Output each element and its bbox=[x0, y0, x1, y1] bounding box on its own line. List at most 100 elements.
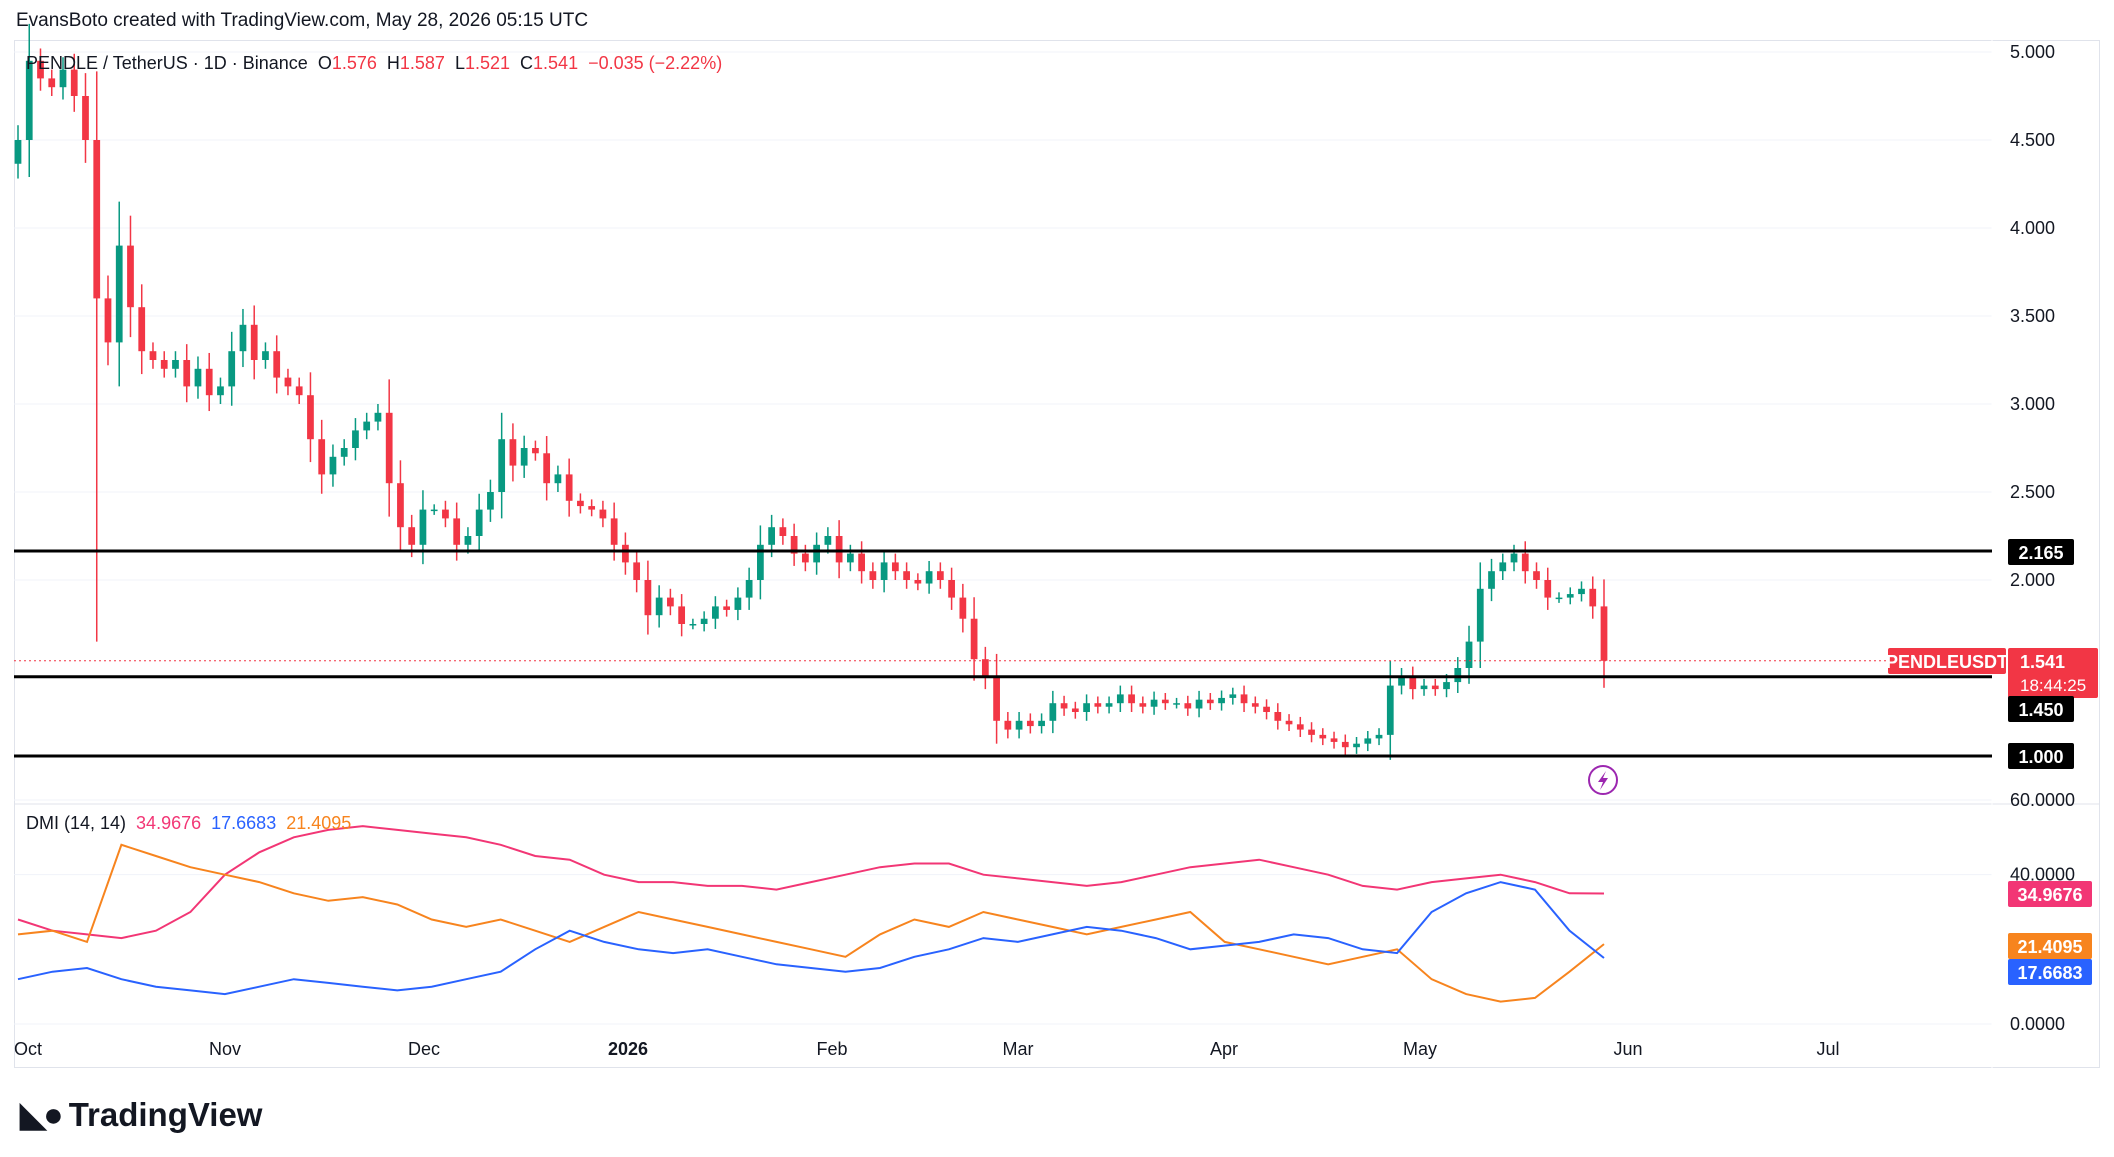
candle-body bbox=[1296, 724, 1304, 730]
dmi-legend: DMI (14, 14) 34.9676 17.6683 21.4095 bbox=[26, 813, 351, 834]
candle-body bbox=[1454, 668, 1462, 683]
plus-di-tag-text: 17.6683 bbox=[2017, 963, 2082, 983]
candle-body bbox=[430, 509, 438, 512]
candle-body bbox=[959, 597, 967, 619]
candle-body bbox=[1026, 720, 1034, 727]
candle-body bbox=[408, 527, 416, 545]
attribution-text: EvansBoto created with TradingView.com, … bbox=[16, 10, 589, 31]
candle-body bbox=[1476, 588, 1484, 642]
candle-body bbox=[1555, 597, 1563, 600]
candle-body bbox=[138, 307, 146, 352]
candle-body bbox=[160, 360, 168, 369]
legend-o-label: O bbox=[317, 53, 332, 73]
time-tick: Apr bbox=[1210, 1039, 1238, 1059]
candle-body bbox=[374, 412, 382, 422]
candle-body bbox=[565, 474, 573, 501]
candle-body bbox=[599, 509, 607, 519]
candle-body bbox=[487, 492, 494, 510]
candle-body bbox=[1386, 685, 1394, 735]
dmi-lines bbox=[17, 825, 1605, 1003]
candle-body bbox=[59, 69, 67, 88]
legend-l-label: L bbox=[454, 53, 465, 73]
candle-body bbox=[1116, 694, 1124, 704]
candle-body bbox=[172, 360, 179, 369]
candle-body bbox=[903, 571, 910, 580]
candle-body bbox=[1060, 703, 1068, 709]
candle-body bbox=[970, 618, 978, 660]
candle-body bbox=[442, 509, 449, 519]
price-axis[interactable]: 5.000 4.500 4.000 3.500 3.000 2.500 2.000 bbox=[2010, 42, 2055, 590]
candle-body bbox=[363, 421, 371, 431]
candle-body bbox=[385, 412, 393, 484]
candle-body bbox=[25, 60, 33, 140]
candle-body bbox=[936, 571, 944, 580]
chart-frame[interactable] bbox=[14, 40, 2100, 1068]
candle-body bbox=[869, 571, 877, 580]
dmi-tick: 0.0000 bbox=[2010, 1014, 2065, 1034]
price-tick: 3.500 bbox=[2010, 306, 2055, 326]
time-tick: 2026 bbox=[608, 1039, 648, 1059]
candle-body bbox=[1566, 594, 1574, 598]
candle-body bbox=[1578, 588, 1585, 595]
candle-body bbox=[14, 140, 22, 164]
candle-body bbox=[588, 506, 596, 510]
level-tag-low: 1.000 bbox=[2008, 743, 2074, 769]
candle-body bbox=[464, 536, 472, 545]
candle-body bbox=[1330, 738, 1338, 742]
candle-body bbox=[846, 553, 854, 563]
candle-body bbox=[813, 544, 820, 563]
candle-body bbox=[1375, 734, 1383, 739]
candle-body bbox=[1251, 703, 1259, 707]
candle-body bbox=[419, 509, 427, 545]
candle-body bbox=[1229, 694, 1237, 698]
price-legend: PENDLE / TetherUS · 1D · Binance O1.576 … bbox=[26, 53, 722, 74]
symbol-tag-text: PENDLEUSDT bbox=[1886, 652, 2008, 672]
price-tick: 2.000 bbox=[2010, 570, 2055, 590]
candle-body bbox=[824, 536, 832, 545]
lightning-icon[interactable] bbox=[1588, 765, 1618, 795]
candle-body bbox=[37, 60, 44, 79]
candle-body bbox=[1105, 703, 1113, 707]
candle-body bbox=[689, 624, 697, 626]
minus-di-tag: 21.4095 bbox=[2008, 933, 2092, 959]
time-tick: Jun bbox=[1613, 1039, 1642, 1059]
candle-body bbox=[318, 439, 326, 475]
time-axis[interactable]: Oct Nov Dec 2026 Feb Mar Apr May Jun Jul bbox=[14, 1039, 1840, 1059]
candle-body bbox=[1600, 606, 1608, 661]
plus-di-tag: 17.6683 bbox=[2008, 959, 2092, 985]
candle-body bbox=[1139, 703, 1147, 707]
legend-c-value: 1.541 bbox=[533, 53, 579, 73]
candle-body bbox=[183, 360, 191, 387]
candle-body bbox=[802, 553, 809, 563]
candle-body bbox=[127, 245, 134, 308]
level-tag-mid: 1.450 bbox=[2008, 696, 2074, 722]
candle-body bbox=[1150, 699, 1158, 707]
candle-body bbox=[1443, 682, 1450, 690]
dmi-axis[interactable]: 60.0000 40.0000 0.0000 bbox=[2010, 790, 2075, 1034]
candle-body bbox=[1465, 641, 1473, 668]
legend-c-label: C bbox=[520, 53, 534, 73]
candle-body bbox=[1128, 694, 1135, 704]
candle-body bbox=[644, 580, 652, 616]
candle-body bbox=[768, 527, 776, 545]
candle-body bbox=[667, 597, 674, 607]
candle-body bbox=[1420, 685, 1428, 690]
candle-body bbox=[1173, 703, 1180, 705]
candle-body bbox=[1004, 720, 1012, 730]
candle-body bbox=[880, 562, 888, 580]
candlestick-series bbox=[14, 23, 1992, 760]
last-price-tag: 1.541 18:44:25 bbox=[2008, 648, 2098, 698]
time-tick: Feb bbox=[816, 1039, 847, 1059]
level-tag-top: 2.165 bbox=[2008, 539, 2074, 565]
adx-tag: 34.9676 bbox=[2008, 881, 2092, 907]
candle-body bbox=[48, 78, 56, 88]
candle-body bbox=[700, 618, 708, 624]
candle-body bbox=[610, 518, 618, 545]
legend-o-value: 1.576 bbox=[331, 53, 377, 73]
tradingview-logo[interactable]: ◣● TradingView bbox=[20, 1095, 262, 1135]
candle-body bbox=[655, 597, 663, 616]
adx-line bbox=[17, 825, 1605, 940]
adx-tag-text: 34.9676 bbox=[2017, 885, 2082, 905]
candle-body bbox=[228, 351, 236, 387]
